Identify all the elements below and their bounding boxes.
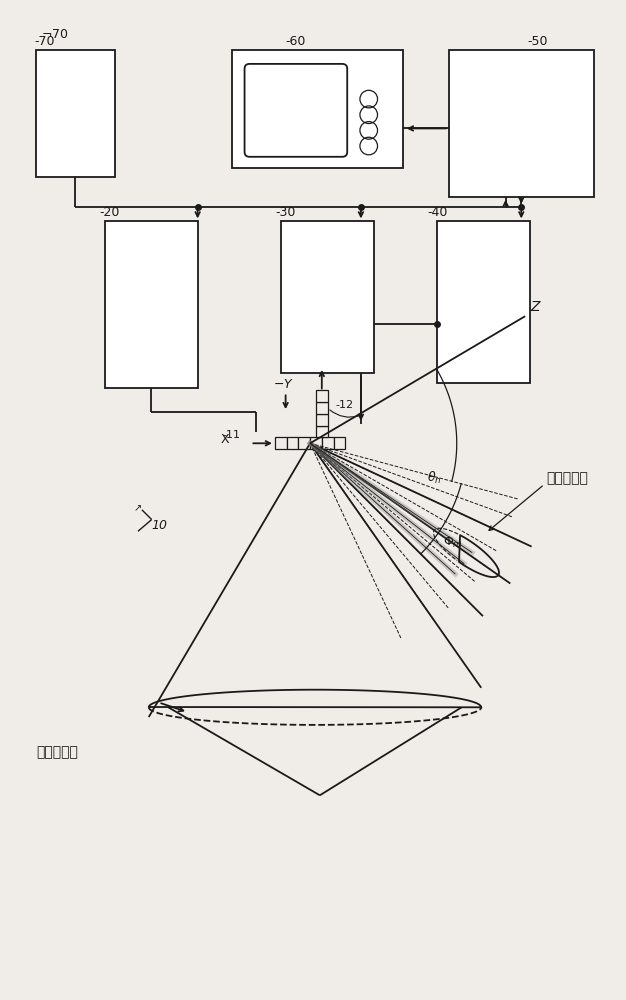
Text: -12: -12: [336, 400, 354, 410]
Text: -70: -70: [34, 35, 55, 48]
Bar: [105, 221, 198, 388]
Text: X: X: [221, 433, 230, 446]
Text: $\mathsf{\neg}$70: $\mathsf{\neg}$70: [41, 28, 69, 41]
Text: 10: 10: [151, 519, 168, 532]
Bar: [275, 437, 287, 449]
Text: -11: -11: [223, 430, 240, 440]
Bar: [334, 437, 346, 449]
Text: -50: -50: [527, 35, 548, 48]
Bar: [449, 50, 593, 197]
Bar: [316, 390, 327, 402]
Bar: [437, 221, 530, 383]
Bar: [322, 437, 334, 449]
Text: Z: Z: [530, 300, 540, 314]
Bar: [316, 414, 327, 426]
Bar: [36, 50, 115, 177]
Bar: [316, 426, 327, 437]
FancyBboxPatch shape: [245, 64, 347, 157]
Text: $\Phi_m$: $\Phi_m$: [443, 535, 463, 550]
Text: $\theta_n$: $\theta_n$: [428, 470, 442, 486]
Text: 接收波平面: 接收波平面: [36, 745, 78, 759]
Text: -40: -40: [428, 206, 448, 219]
Text: $-Y$: $-Y$: [273, 378, 294, 391]
Text: -30: -30: [276, 206, 296, 219]
Bar: [310, 437, 322, 449]
Text: -20: -20: [100, 206, 120, 219]
Bar: [299, 437, 310, 449]
Bar: [232, 50, 403, 168]
Text: -60: -60: [285, 35, 306, 48]
Bar: [280, 221, 374, 373]
Text: $\nearrow$: $\nearrow$: [132, 504, 143, 514]
Bar: [287, 437, 299, 449]
Text: 发送波平面: 发送波平面: [546, 471, 588, 485]
Bar: [316, 402, 327, 414]
